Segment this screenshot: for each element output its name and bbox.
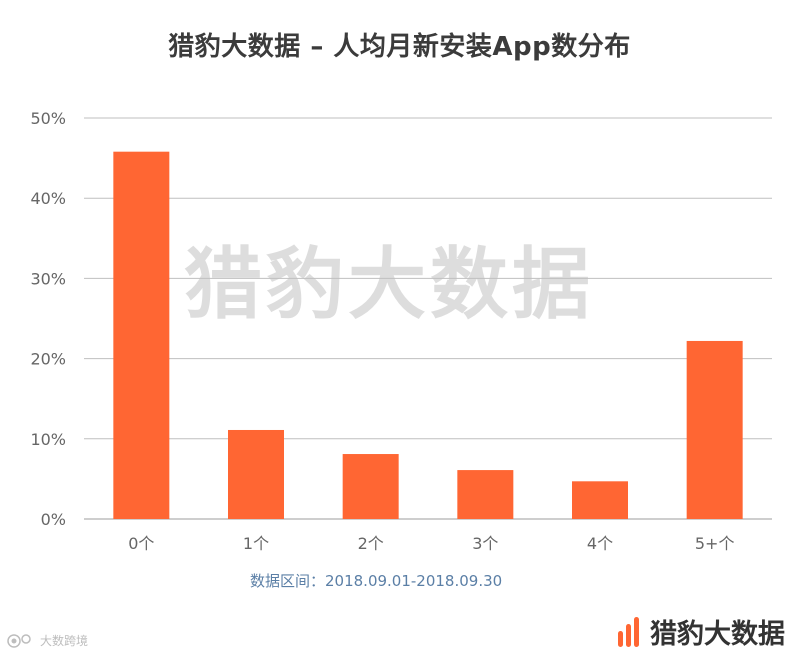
bar [342, 454, 399, 519]
y-tick-label: 10% [30, 430, 66, 449]
brand-logo-icon [618, 616, 639, 647]
bar [457, 470, 514, 519]
y-tick-label: 30% [30, 269, 66, 288]
bottom-watermark: 大数跨境 [6, 632, 88, 649]
bar [686, 340, 743, 519]
watermark-camera-icon [7, 633, 31, 648]
x-tick-label: 0个 [128, 534, 154, 553]
x-tick-label: 2个 [358, 534, 384, 553]
y-tick-label: 20% [30, 350, 66, 369]
date-range-label: 数据区间：2018.09.01-2018.09.30 [250, 572, 503, 590]
x-tick-label: 4个 [587, 534, 613, 553]
x-tick-label: 1个 [243, 534, 269, 553]
bar [572, 481, 628, 519]
chart-title: 猎豹大数据 – 人均月新安装App数分布 [168, 32, 631, 62]
y-tick-label: 40% [30, 189, 66, 208]
brand-name: 猎豹大数据 [650, 619, 785, 650]
y-tick-label: 0% [41, 510, 66, 529]
x-tick-label: 5+个 [695, 534, 735, 553]
x-tick-label: 3个 [472, 534, 498, 553]
bar [228, 429, 284, 519]
bar-chart: 0% 10% 20% 30% 40% 50% 0个 1个 2个 3个 4个 5+个 [30, 109, 772, 553]
footer-brand: 猎豹大数据 [618, 612, 785, 651]
bar [113, 151, 170, 519]
bottom-watermark-text: 大数跨境 [40, 634, 89, 648]
y-tick-label: 50% [30, 109, 66, 128]
